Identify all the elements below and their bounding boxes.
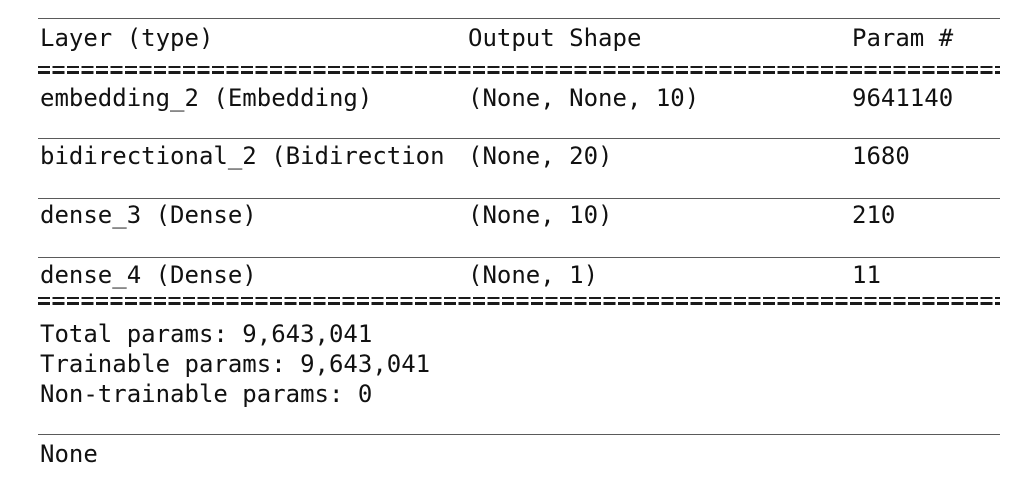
table-row-shape: (None, None, 10) xyxy=(468,84,700,112)
table-row-shape: (None, 10) xyxy=(468,201,613,229)
table-row-params: 9641140 xyxy=(852,84,954,112)
table-row-shape: (None, 1) xyxy=(468,261,599,289)
return-value: None xyxy=(40,440,98,468)
header-output-shape: Output Shape xyxy=(468,24,642,52)
row-separator xyxy=(38,138,1000,139)
header-param-count: Param # xyxy=(852,24,954,52)
table-row-params: 11 xyxy=(852,261,881,289)
top-rule xyxy=(38,18,1000,19)
trainable-params: Trainable params: 9,643,041 xyxy=(40,350,431,378)
table-row-shape: (None, 20) xyxy=(468,142,613,170)
row-separator xyxy=(38,257,1000,258)
table-row-layer: bidirectional_2 (Bidirection xyxy=(40,142,445,170)
row-separator xyxy=(38,198,1000,199)
bottom-rule xyxy=(38,434,1000,435)
header-double-rule xyxy=(38,66,1000,74)
table-row-params: 210 xyxy=(852,201,896,229)
totals-double-rule xyxy=(38,297,1000,305)
non-trainable-params: Non-trainable params: 0 xyxy=(40,380,373,408)
header-layer-type: Layer (type) xyxy=(40,24,214,52)
total-params: Total params: 9,643,041 xyxy=(40,320,373,348)
table-row-layer: embedding_2 (Embedding) xyxy=(40,84,373,112)
table-row-params: 1680 xyxy=(852,142,910,170)
table-row-layer: dense_3 (Dense) xyxy=(40,201,257,229)
table-row-layer: dense_4 (Dense) xyxy=(40,261,257,289)
